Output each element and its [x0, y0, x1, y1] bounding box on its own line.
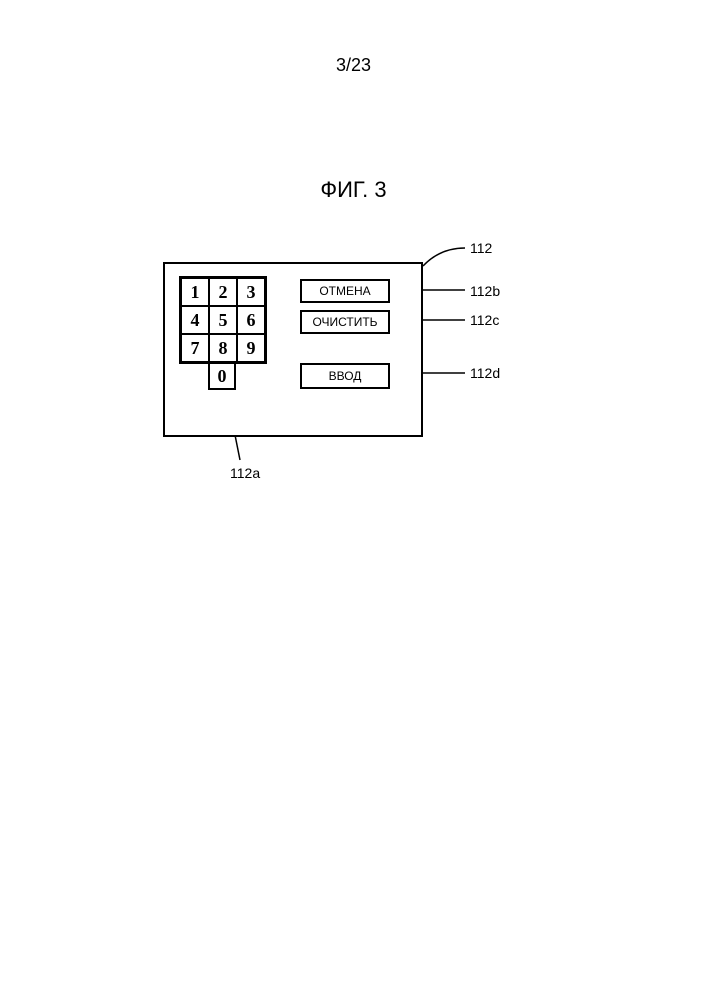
key-5[interactable]: 5 — [209, 306, 237, 334]
callout-keypad: 112a — [230, 465, 260, 481]
key-6[interactable]: 6 — [237, 306, 265, 334]
callout-clear: 112c — [470, 312, 499, 328]
callout-panel: 112 — [470, 240, 492, 256]
key-3[interactable]: 3 — [237, 278, 265, 306]
callout-cancel: 112b — [470, 283, 500, 299]
key-7[interactable]: 7 — [181, 334, 209, 362]
key-0[interactable]: 0 — [208, 362, 236, 390]
key-9[interactable]: 9 — [237, 334, 265, 362]
figure-title: ФИГ. 3 — [320, 177, 386, 203]
key-2[interactable]: 2 — [209, 278, 237, 306]
cancel-button[interactable]: ОТМЕНА — [300, 279, 390, 303]
key-4[interactable]: 4 — [181, 306, 209, 334]
callout-enter: 112d — [470, 365, 500, 381]
key-8[interactable]: 8 — [209, 334, 237, 362]
page-number: 3/23 — [336, 55, 371, 76]
numeric-keypad: 1 2 3 4 5 6 7 8 9 — [179, 276, 267, 364]
enter-button[interactable]: ВВОД — [300, 363, 390, 389]
key-1[interactable]: 1 — [181, 278, 209, 306]
keypad-panel: 1 2 3 4 5 6 7 8 9 0 ОТМЕНА ОЧИСТИТЬ ВВОД — [163, 262, 423, 437]
diagram: 1 2 3 4 5 6 7 8 9 0 ОТМЕНА ОЧИСТИТЬ ВВОД… — [140, 230, 560, 510]
clear-button[interactable]: ОЧИСТИТЬ — [300, 310, 390, 334]
